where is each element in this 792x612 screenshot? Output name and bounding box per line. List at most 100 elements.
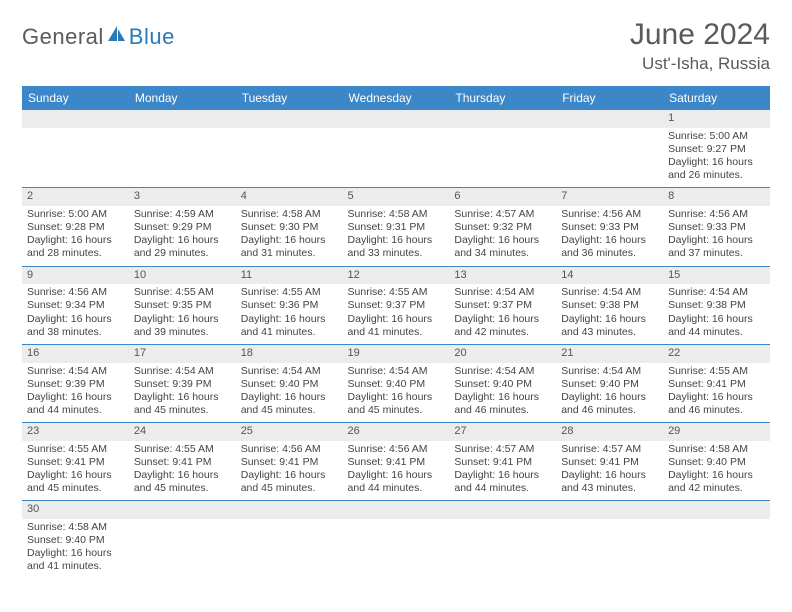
calendar-cell: 12Sunrise: 4:55 AMSunset: 9:37 PMDayligh…: [343, 266, 450, 344]
calendar-cell: 18Sunrise: 4:54 AMSunset: 9:40 PMDayligh…: [236, 344, 343, 422]
sunrise-line: Sunrise: 5:00 AM: [27, 208, 124, 221]
sunset-line: Sunset: 9:40 PM: [27, 534, 124, 547]
daylight-line: Daylight: 16 hours and 45 minutes.: [134, 391, 231, 417]
sunset-line: Sunset: 9:40 PM: [348, 378, 445, 391]
sunset-line: Sunset: 9:40 PM: [561, 378, 658, 391]
calendar-cell: 16Sunrise: 4:54 AMSunset: 9:39 PMDayligh…: [22, 344, 129, 422]
day-number: [663, 501, 770, 519]
day-number: 23: [22, 423, 129, 441]
weekday-header: Sunday: [22, 86, 129, 110]
day-number: 17: [129, 345, 236, 363]
day-number: 5: [343, 188, 450, 206]
daylight-line: Daylight: 16 hours and 26 minutes.: [668, 156, 765, 182]
sunrise-line: Sunrise: 4:54 AM: [561, 286, 658, 299]
day-body: Sunrise: 5:00 AMSunset: 9:28 PMDaylight:…: [22, 206, 129, 266]
sunset-line: Sunset: 9:40 PM: [668, 456, 765, 469]
calendar-row: 23Sunrise: 4:55 AMSunset: 9:41 PMDayligh…: [22, 423, 770, 501]
day-body: Sunrise: 5:00 AMSunset: 9:27 PMDaylight:…: [663, 128, 770, 188]
calendar-cell: 4Sunrise: 4:58 AMSunset: 9:30 PMDaylight…: [236, 188, 343, 266]
day-body: Sunrise: 4:55 AMSunset: 9:36 PMDaylight:…: [236, 284, 343, 344]
sunset-line: Sunset: 9:40 PM: [454, 378, 551, 391]
sunrise-line: Sunrise: 4:58 AM: [668, 443, 765, 456]
day-number: 14: [556, 267, 663, 285]
day-body: Sunrise: 4:58 AMSunset: 9:40 PMDaylight:…: [663, 441, 770, 501]
daylight-line: Daylight: 16 hours and 43 minutes.: [561, 469, 658, 495]
sunset-line: Sunset: 9:38 PM: [561, 299, 658, 312]
calendar-cell: 1Sunrise: 5:00 AMSunset: 9:27 PMDaylight…: [663, 110, 770, 188]
day-number: 4: [236, 188, 343, 206]
day-body: Sunrise: 4:54 AMSunset: 9:39 PMDaylight:…: [129, 363, 236, 423]
calendar-cell: 27Sunrise: 4:57 AMSunset: 9:41 PMDayligh…: [449, 423, 556, 501]
day-body: Sunrise: 4:54 AMSunset: 9:40 PMDaylight:…: [236, 363, 343, 423]
calendar-row: 9Sunrise: 4:56 AMSunset: 9:34 PMDaylight…: [22, 266, 770, 344]
sunrise-line: Sunrise: 4:56 AM: [241, 443, 338, 456]
day-body: Sunrise: 4:54 AMSunset: 9:38 PMDaylight:…: [556, 284, 663, 344]
daylight-line: Daylight: 16 hours and 41 minutes.: [348, 313, 445, 339]
calendar-cell: [236, 110, 343, 188]
sunset-line: Sunset: 9:41 PM: [561, 456, 658, 469]
day-number: 28: [556, 423, 663, 441]
sunset-line: Sunset: 9:27 PM: [668, 143, 765, 156]
day-number: 8: [663, 188, 770, 206]
daylight-line: Daylight: 16 hours and 45 minutes.: [348, 391, 445, 417]
calendar-row: 1Sunrise: 5:00 AMSunset: 9:27 PMDaylight…: [22, 110, 770, 188]
logo-text-general: General: [22, 24, 104, 50]
daylight-line: Daylight: 16 hours and 34 minutes.: [454, 234, 551, 260]
daylight-line: Daylight: 16 hours and 45 minutes.: [241, 391, 338, 417]
calendar-cell: 5Sunrise: 4:58 AMSunset: 9:31 PMDaylight…: [343, 188, 450, 266]
daylight-line: Daylight: 16 hours and 46 minutes.: [454, 391, 551, 417]
sunrise-line: Sunrise: 4:58 AM: [27, 521, 124, 534]
daylight-line: Daylight: 16 hours and 44 minutes.: [668, 313, 765, 339]
day-body: Sunrise: 4:55 AMSunset: 9:37 PMDaylight:…: [343, 284, 450, 344]
day-body: Sunrise: 4:54 AMSunset: 9:38 PMDaylight:…: [663, 284, 770, 344]
sunrise-line: Sunrise: 4:55 AM: [241, 286, 338, 299]
sunrise-line: Sunrise: 4:54 AM: [348, 365, 445, 378]
sunrise-line: Sunrise: 4:54 AM: [454, 365, 551, 378]
calendar-cell: 23Sunrise: 4:55 AMSunset: 9:41 PMDayligh…: [22, 423, 129, 501]
sunset-line: Sunset: 9:40 PM: [241, 378, 338, 391]
sunrise-line: Sunrise: 4:58 AM: [348, 208, 445, 221]
calendar-cell: 24Sunrise: 4:55 AMSunset: 9:41 PMDayligh…: [129, 423, 236, 501]
daylight-line: Daylight: 16 hours and 39 minutes.: [134, 313, 231, 339]
daylight-line: Daylight: 16 hours and 43 minutes.: [561, 313, 658, 339]
sunset-line: Sunset: 9:33 PM: [561, 221, 658, 234]
day-body: Sunrise: 4:58 AMSunset: 9:40 PMDaylight:…: [22, 519, 129, 579]
sunset-line: Sunset: 9:36 PM: [241, 299, 338, 312]
weekday-header: Wednesday: [343, 86, 450, 110]
weekday-header: Friday: [556, 86, 663, 110]
sunset-line: Sunset: 9:41 PM: [454, 456, 551, 469]
calendar-cell: 8Sunrise: 4:56 AMSunset: 9:33 PMDaylight…: [663, 188, 770, 266]
day-body: Sunrise: 4:59 AMSunset: 9:29 PMDaylight:…: [129, 206, 236, 266]
day-body: Sunrise: 4:56 AMSunset: 9:34 PMDaylight:…: [22, 284, 129, 344]
calendar-cell: 26Sunrise: 4:56 AMSunset: 9:41 PMDayligh…: [343, 423, 450, 501]
calendar-cell: [449, 110, 556, 188]
day-number: 18: [236, 345, 343, 363]
day-number: 9: [22, 267, 129, 285]
daylight-line: Daylight: 16 hours and 31 minutes.: [241, 234, 338, 260]
sunrise-line: Sunrise: 4:56 AM: [561, 208, 658, 221]
calendar-cell: 11Sunrise: 4:55 AMSunset: 9:36 PMDayligh…: [236, 266, 343, 344]
day-number: [343, 501, 450, 519]
day-number: 30: [22, 501, 129, 519]
sunrise-line: Sunrise: 5:00 AM: [668, 130, 765, 143]
day-body: Sunrise: 4:57 AMSunset: 9:41 PMDaylight:…: [449, 441, 556, 501]
calendar-cell: [449, 501, 556, 579]
calendar-cell: 17Sunrise: 4:54 AMSunset: 9:39 PMDayligh…: [129, 344, 236, 422]
day-number: 26: [343, 423, 450, 441]
day-number: 29: [663, 423, 770, 441]
sunset-line: Sunset: 9:39 PM: [134, 378, 231, 391]
daylight-line: Daylight: 16 hours and 29 minutes.: [134, 234, 231, 260]
calendar-cell: 19Sunrise: 4:54 AMSunset: 9:40 PMDayligh…: [343, 344, 450, 422]
day-number: 16: [22, 345, 129, 363]
sunrise-line: Sunrise: 4:55 AM: [668, 365, 765, 378]
logo-text-blue: Blue: [129, 24, 175, 50]
calendar-cell: 30Sunrise: 4:58 AMSunset: 9:40 PMDayligh…: [22, 501, 129, 579]
calendar-cell: [343, 501, 450, 579]
sunset-line: Sunset: 9:33 PM: [668, 221, 765, 234]
day-body: Sunrise: 4:55 AMSunset: 9:41 PMDaylight:…: [663, 363, 770, 423]
daylight-line: Daylight: 16 hours and 44 minutes.: [27, 391, 124, 417]
day-number: 10: [129, 267, 236, 285]
sunset-line: Sunset: 9:41 PM: [668, 378, 765, 391]
sunrise-line: Sunrise: 4:55 AM: [134, 286, 231, 299]
day-number: 3: [129, 188, 236, 206]
